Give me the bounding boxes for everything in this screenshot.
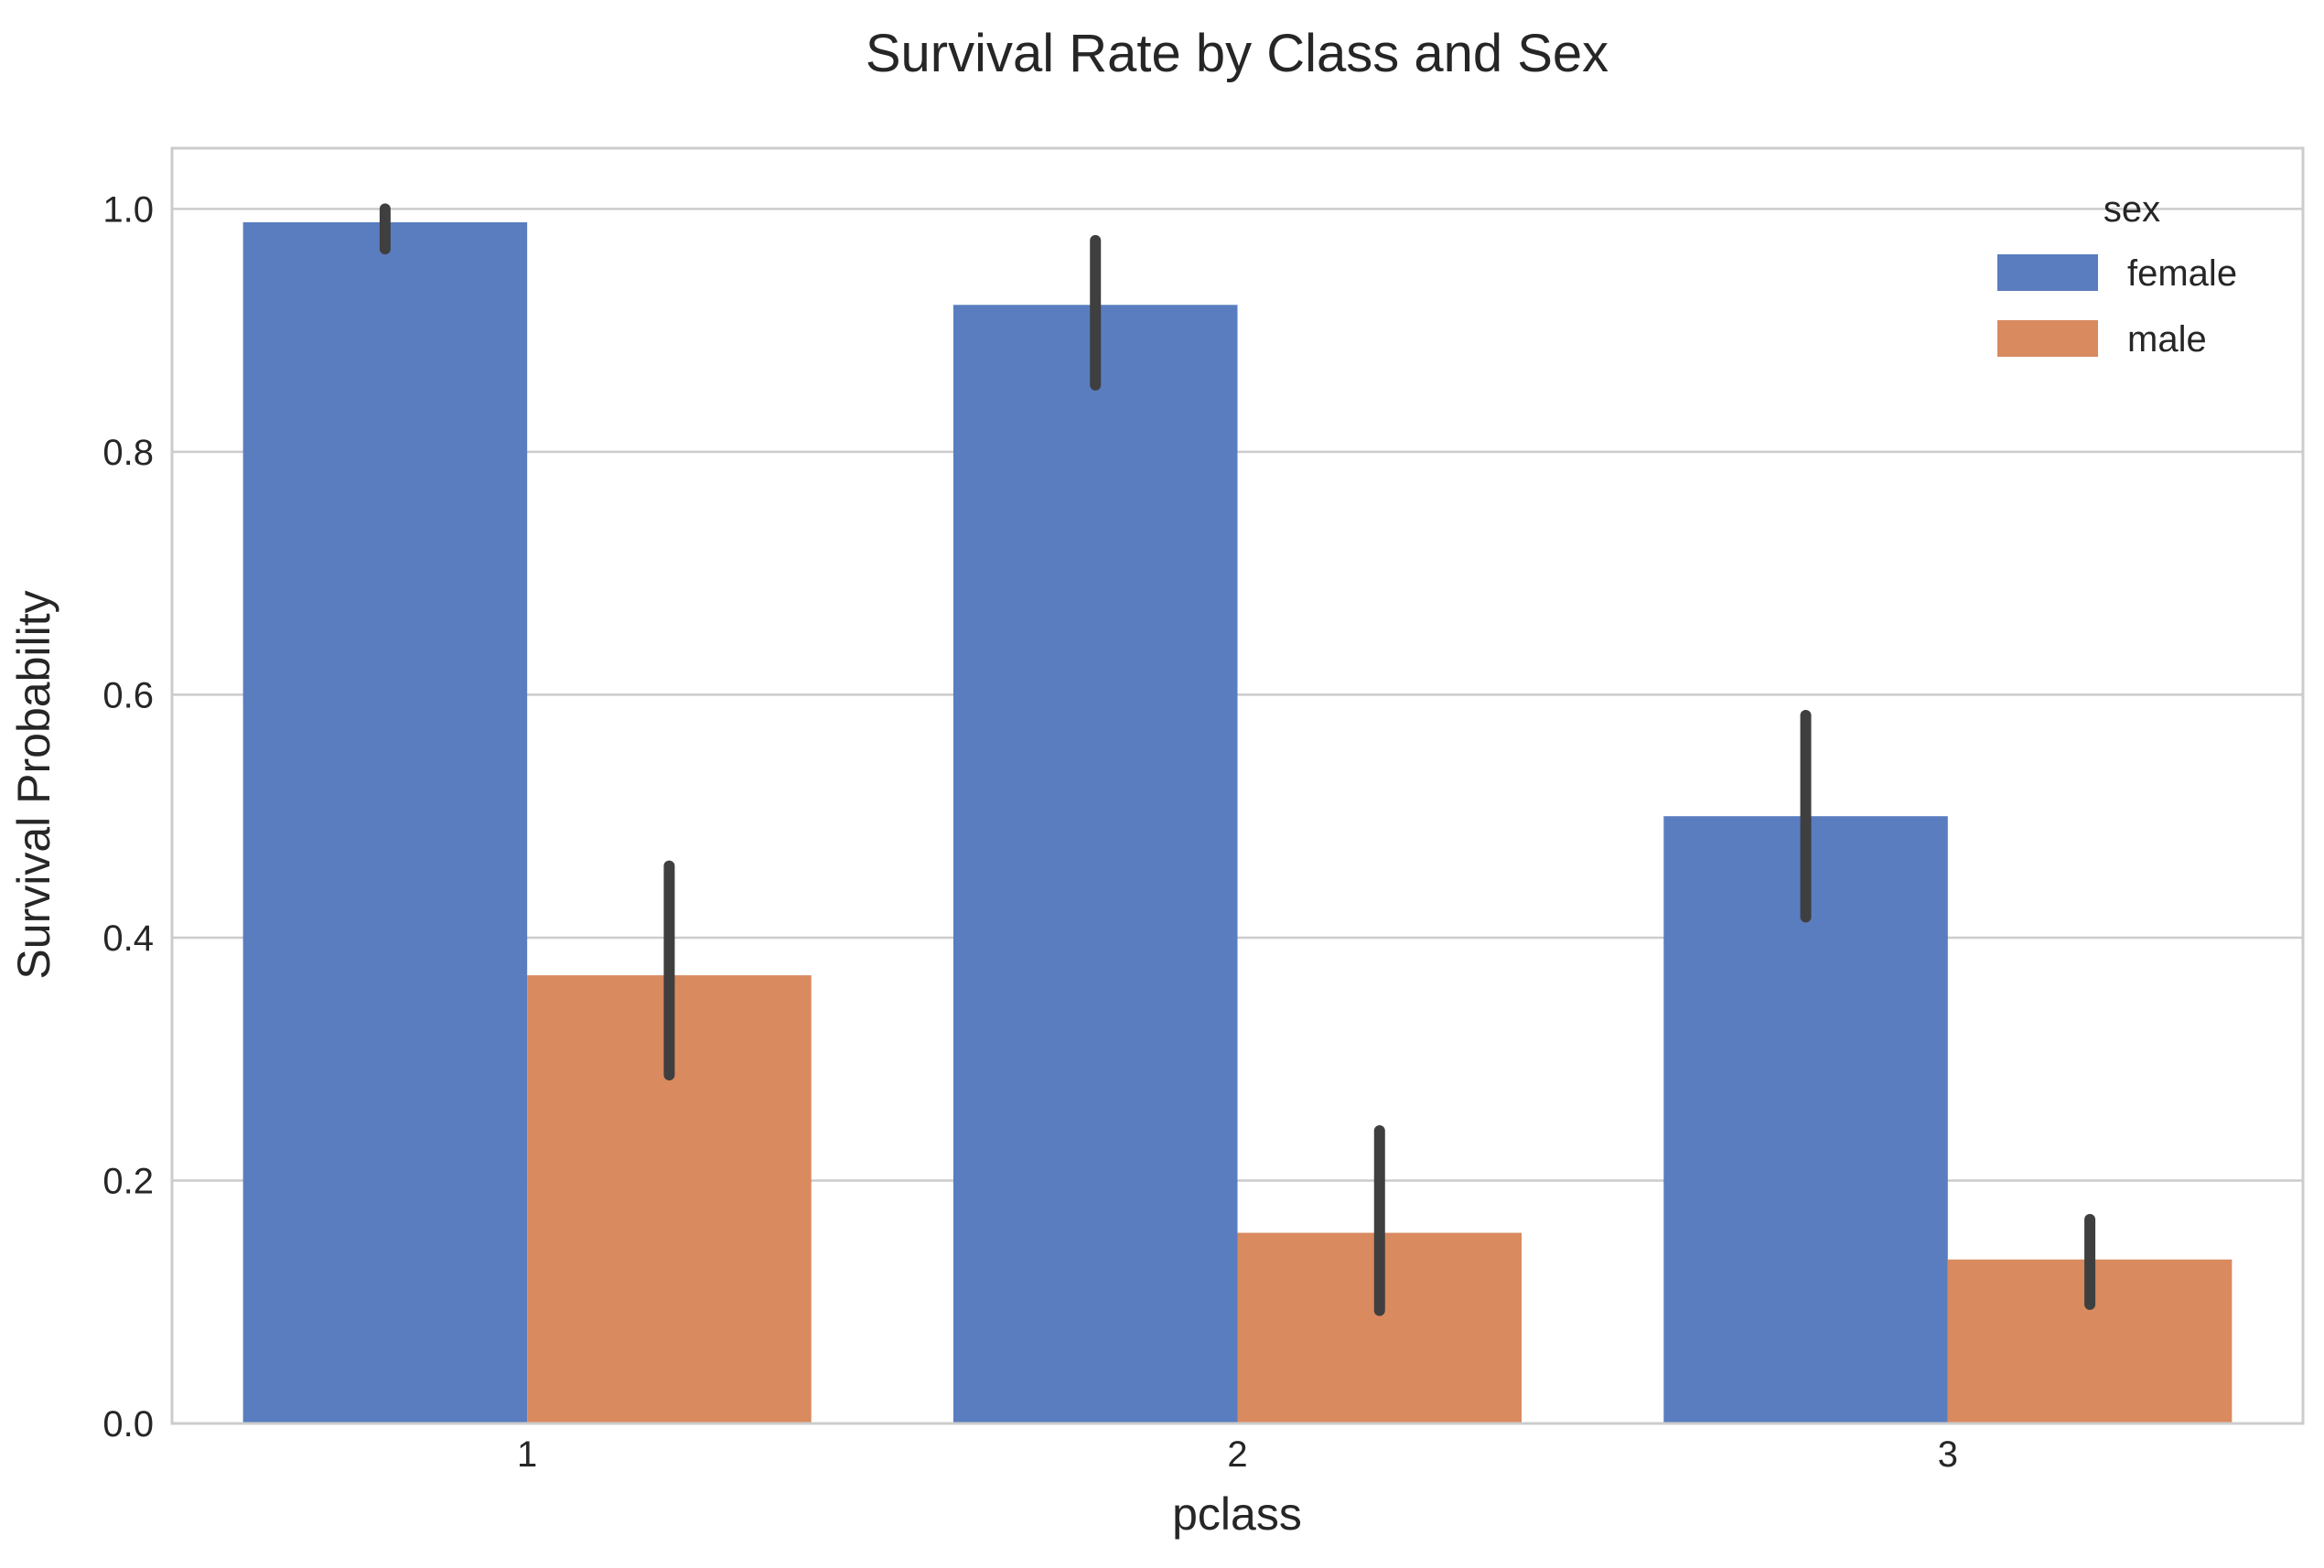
y-tick-label: 0.6 — [102, 675, 154, 715]
y-tick-label: 0.2 — [102, 1161, 154, 1201]
legend-swatch-male — [1997, 320, 2098, 357]
error-bars — [379, 203, 2096, 1316]
y-tick-label: 0.8 — [102, 433, 154, 473]
legend-swatch-female — [1997, 254, 2098, 291]
plot-frame — [170, 146, 2305, 1425]
legend-label-female: female — [2127, 253, 2237, 294]
x-tick-label: 1 — [517, 1434, 537, 1475]
x-tick-label: 2 — [1227, 1434, 1247, 1475]
y-tick-label: 1.0 — [102, 189, 154, 230]
chart-title: Survival Rate by Class and Sex — [866, 24, 1609, 83]
x-tick-label: 3 — [1938, 1434, 1958, 1475]
x-axis-label: pclass — [1172, 1488, 1302, 1540]
y-axis-label: Survival Probability — [8, 590, 59, 979]
legend-label-male: male — [2127, 319, 2207, 360]
bar-female-1 — [242, 221, 528, 1424]
y-tick-labels: 0.0 0.2 0.4 0.6 0.8 1.0 — [102, 189, 154, 1444]
y-tick-label: 0.0 — [102, 1404, 154, 1444]
bar-female-2 — [952, 305, 1238, 1424]
legend-title: sex — [2103, 189, 2160, 230]
legend: sex female male — [1997, 189, 2237, 360]
x-tick-labels: 1 2 3 — [517, 1434, 1958, 1475]
y-tick-label: 0.4 — [102, 918, 154, 959]
bars — [242, 221, 2233, 1424]
